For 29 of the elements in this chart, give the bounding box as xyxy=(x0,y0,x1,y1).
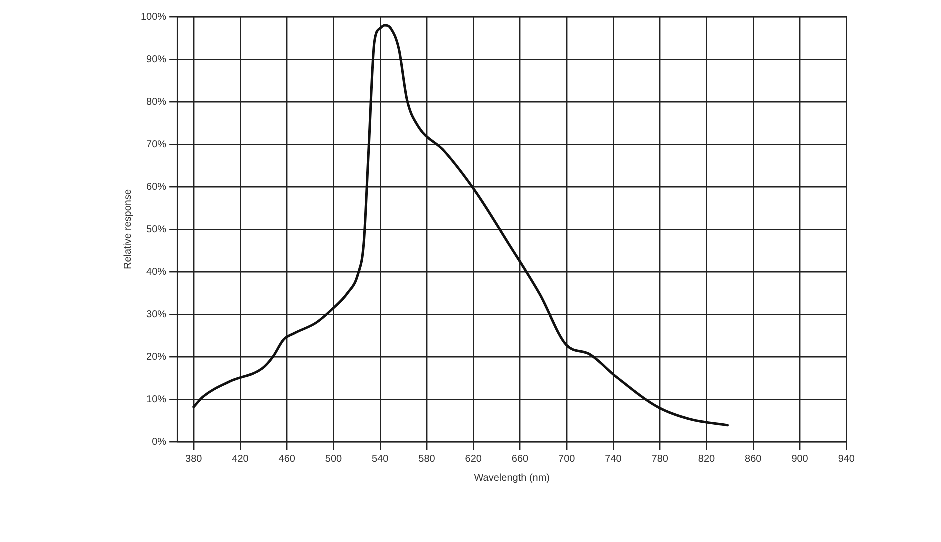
x-tick-label: 460 xyxy=(278,454,296,465)
x-tick-label: 780 xyxy=(652,454,669,465)
y-tick-label: 100% xyxy=(141,12,167,23)
x-tick-label: 660 xyxy=(512,454,530,465)
x-tick-label: 700 xyxy=(558,454,576,465)
x-tick-label: 580 xyxy=(418,454,436,465)
y-axis-title: Relative response xyxy=(122,189,134,270)
x-tick-label: 380 xyxy=(186,454,203,465)
x-tick-label: 620 xyxy=(465,454,482,465)
x-tick-label: 900 xyxy=(792,454,809,465)
x-tick-label: 500 xyxy=(325,454,343,465)
x-tick-label: 860 xyxy=(745,454,762,465)
y-tick-label: 70% xyxy=(146,139,167,150)
y-tick-label: 80% xyxy=(146,96,167,108)
x-tick-label: 420 xyxy=(232,454,250,465)
x-tick-label: 540 xyxy=(372,454,390,465)
x-tick-label: 820 xyxy=(698,454,716,465)
y-tick-label: 0% xyxy=(152,436,167,448)
y-tick-label: 90% xyxy=(146,54,167,66)
y-tick-label: 50% xyxy=(146,224,167,236)
y-tick-label: 60% xyxy=(146,182,167,193)
y-tick-label: 30% xyxy=(146,309,167,320)
y-tick-label: 40% xyxy=(146,266,167,278)
y-tick-label: 10% xyxy=(146,394,167,406)
x-axis-title: Wavelength (nm) xyxy=(474,472,550,484)
x-tick-label: 940 xyxy=(838,454,856,465)
y-tick-label: 20% xyxy=(146,352,167,363)
x-tick-label: 740 xyxy=(605,454,622,465)
line-series xyxy=(192,24,730,427)
